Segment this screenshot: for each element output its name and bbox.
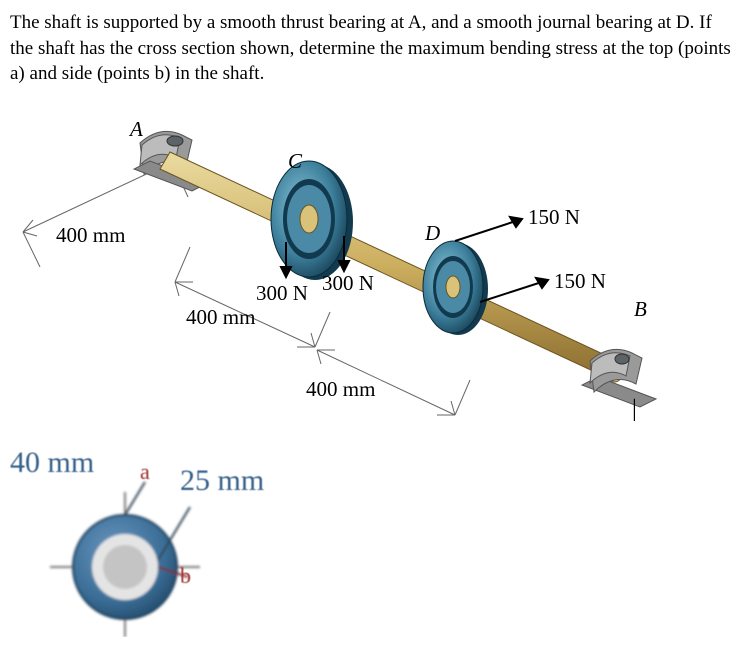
main-figure: A C D B 400 mm 400 mm 400 mm 300 N 300 N…	[20, 107, 720, 427]
force-300-2: 300 N	[322, 269, 374, 297]
point-b-label: b	[180, 561, 191, 591]
force-300-1: 300 N	[256, 279, 308, 307]
dim-2: 400 mm	[186, 303, 255, 331]
problem-text: The shaft is supported by a smooth thrus…	[10, 10, 737, 87]
outer-diameter-label: 40 mm	[10, 443, 94, 484]
label-d: D	[425, 219, 440, 247]
label-c: C	[288, 147, 302, 175]
text-cursor: |	[632, 393, 637, 425]
inner-diameter-label: 25 mm	[180, 461, 264, 502]
label-b: B	[634, 295, 647, 323]
bearing-b	[582, 349, 656, 407]
cross-section-figure: 40 mm 25 mm a b	[10, 437, 310, 637]
label-a: A	[130, 115, 143, 143]
dim-3: 400 mm	[306, 375, 375, 403]
dim-1: 400 mm	[56, 221, 125, 249]
force-150-1: 150 N	[528, 203, 580, 231]
disc-d	[423, 241, 488, 335]
point-a-label: a	[140, 457, 150, 487]
force-150-2: 150 N	[554, 267, 606, 295]
